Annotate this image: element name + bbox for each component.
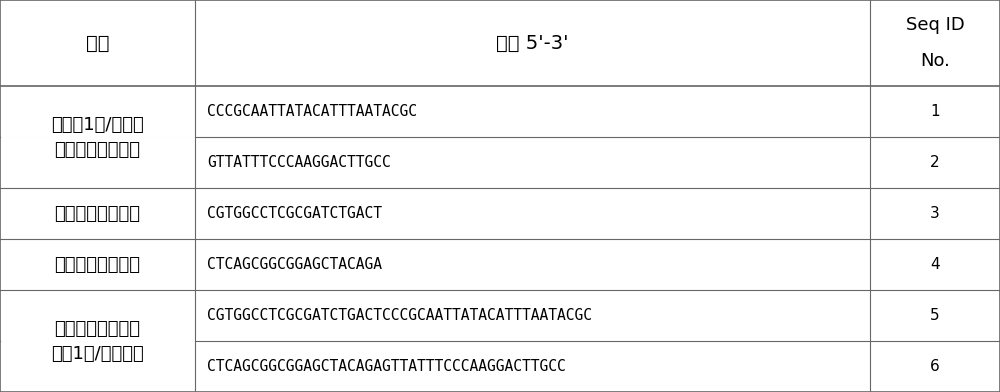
Text: CGTGGCCTCGCGATCTGACTCCCGCAATTATACATTTAATACGC: CGTGGCCTCGCGATCTGACTCCCGCAATTATACATTTAAT…	[207, 308, 592, 323]
Text: 上游引物调控序列: 上游引物调控序列	[54, 205, 140, 223]
Text: CGTGGCCTCGCGATCTGACT: CGTGGCCTCGCGATCTGACT	[207, 206, 382, 221]
Text: Seq ID: Seq ID	[906, 16, 964, 34]
Text: 添加调控序列的引
物对1上/下游引物: 添加调控序列的引 物对1上/下游引物	[51, 319, 144, 363]
Text: CCCGCAATTATACATTTAATACGC: CCCGCAATTATACATTTAATACGC	[207, 104, 417, 119]
Text: 4: 4	[930, 257, 940, 272]
Text: 6: 6	[930, 359, 940, 374]
Text: 引物对1上/下游引
物特异性结合位点: 引物对1上/下游引 物特异性结合位点	[51, 116, 144, 159]
Text: GTTATTTCCCAAGGACTTGCC: GTTATTTCCCAAGGACTTGCC	[207, 155, 391, 170]
Text: 名称: 名称	[86, 34, 109, 53]
Text: 1: 1	[930, 104, 940, 119]
Text: CTCAGCGGCGGAGCTACAGAGTTATTTCCCAAGGACTTGCC: CTCAGCGGCGGAGCTACAGAGTTATTTCCCAAGGACTTGC…	[207, 359, 566, 374]
Text: 下游引物调控序列: 下游引物调控序列	[54, 256, 140, 274]
Text: 2: 2	[930, 155, 940, 170]
Text: CTCAGCGGCGGAGCTACAGA: CTCAGCGGCGGAGCTACAGA	[207, 257, 382, 272]
Text: 3: 3	[930, 206, 940, 221]
Text: No.: No.	[920, 52, 950, 70]
Text: 5: 5	[930, 308, 940, 323]
Text: 序列 5'-3': 序列 5'-3'	[496, 34, 569, 53]
